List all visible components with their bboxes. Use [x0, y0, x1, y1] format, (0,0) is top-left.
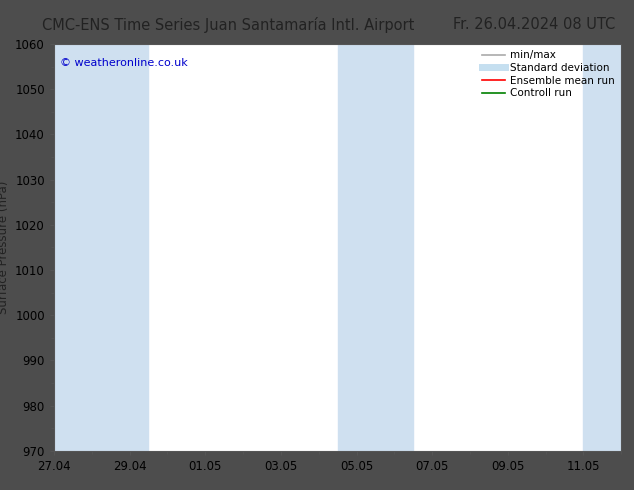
- Bar: [583, 44, 621, 451]
- Bar: [54, 44, 110, 451]
- Legend: min/max, Standard deviation, Ensemble mean run, Controll run: min/max, Standard deviation, Ensemble me…: [478, 46, 619, 102]
- Bar: [110, 44, 148, 451]
- Text: Fr. 26.04.2024 08 UTC: Fr. 26.04.2024 08 UTC: [453, 17, 615, 32]
- Text: CMC-ENS Time Series Juan Santamaría Intl. Airport: CMC-ENS Time Series Juan Santamaría Intl…: [42, 17, 415, 33]
- Bar: [337, 44, 375, 451]
- Text: © weatheronline.co.uk: © weatheronline.co.uk: [60, 58, 187, 68]
- Bar: [375, 44, 413, 451]
- Y-axis label: Surface Pressure (hPa): Surface Pressure (hPa): [0, 181, 10, 314]
